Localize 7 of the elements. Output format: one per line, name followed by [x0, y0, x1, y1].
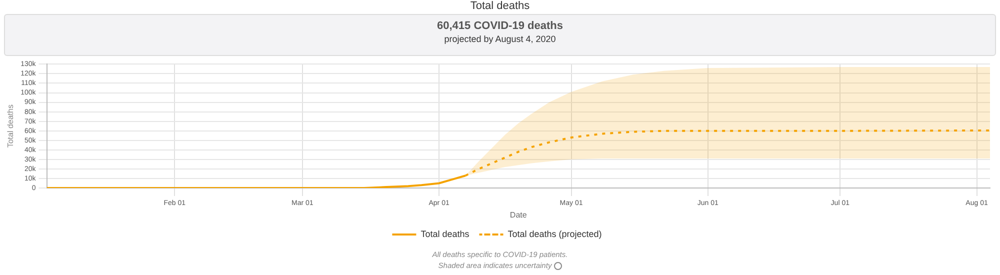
legend-label: Total deaths	[420, 228, 470, 239]
chart-title: Total deaths	[469, 0, 531, 12]
y-axis-title: Total deaths	[6, 104, 16, 148]
chart-subtitle: 60,415 COVID-19 deaths	[436, 20, 564, 32]
legend-label: Total deaths (projected)	[508, 228, 602, 239]
x-axis-title: Date	[510, 210, 528, 220]
text: projected by August 4, 2020	[443, 34, 557, 44]
